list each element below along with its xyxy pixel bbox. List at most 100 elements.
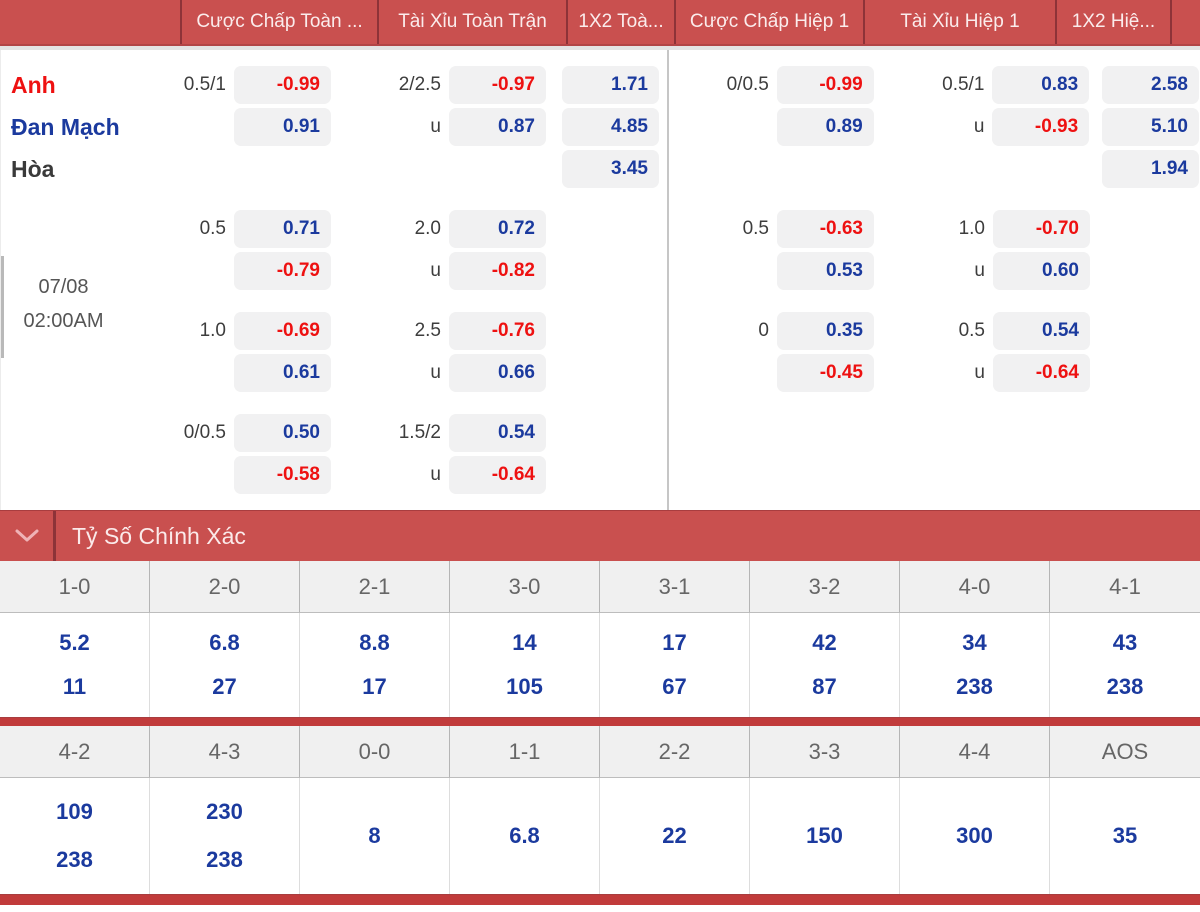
market-column-header xyxy=(1170,0,1200,44)
team-home: Anh xyxy=(11,72,56,98)
odds-cell[interactable]: 3.45 xyxy=(562,150,659,188)
odds-cell[interactable]: -0.76 xyxy=(449,312,546,350)
odds-row: 0.5 0.71 2.0 0.72 xyxy=(166,210,667,248)
odds-cell[interactable]: 0.83 xyxy=(992,66,1090,104)
score-odds-cell[interactable]: 300 xyxy=(900,778,1050,894)
odds-cell[interactable]: 0.72 xyxy=(449,210,546,248)
odds-cell[interactable]: 0.66 xyxy=(449,354,546,392)
market-column-header-ou-ft[interactable]: Tài Xỉu Toàn Trận xyxy=(377,0,566,44)
correct-score-table-2: 4-2 4-3 0-0 1-1 2-2 3-3 4-4 AOS 109 238 2… xyxy=(0,726,1200,894)
market-column-header-ou-h1[interactable]: Tài Xỉu Hiệp 1 xyxy=(863,0,1055,44)
odds-cell[interactable]: -0.63 xyxy=(777,210,874,248)
score-label: 3-0 xyxy=(450,561,600,613)
score-odds-cell[interactable]: 35 xyxy=(1050,778,1200,894)
odds-table: Anh Đan Mạch Hòa 07/08 02:00AM 0.5/1 -0.… xyxy=(0,50,1200,510)
odds-cell[interactable]: 0.53 xyxy=(777,252,874,290)
collapse-toggle[interactable] xyxy=(0,511,56,561)
odds-group: 0 0.35 0.5 0.54 -0.45 u -0.64 xyxy=(709,312,1199,392)
score-label: 3-3 xyxy=(750,726,900,778)
odds-cell[interactable]: 4.85 xyxy=(562,108,659,146)
odds-cell[interactable]: 0.71 xyxy=(234,210,331,248)
handicap-label: 0/0.5 xyxy=(726,74,769,95)
correct-score-header-bar[interactable]: Tỷ Số Chính Xác xyxy=(0,510,1200,561)
score-label: 2-2 xyxy=(600,726,750,778)
odds-cell[interactable]: 0.89 xyxy=(776,108,874,146)
odds-cell[interactable]: -0.70 xyxy=(993,210,1090,248)
score-odds-cell[interactable]: 150 xyxy=(750,778,900,894)
market-header-bar: Cược Chấp Toàn ... Tài Xỉu Toàn Trận 1X2… xyxy=(0,0,1200,46)
ou-label: 2.0 xyxy=(414,218,441,239)
score-odds-cell[interactable]: 14 105 xyxy=(450,613,600,717)
score-odds-cell[interactable]: 6.8 xyxy=(450,778,600,894)
odds-cell[interactable]: 0.54 xyxy=(993,312,1090,350)
score-odds-cell[interactable]: 230 238 xyxy=(150,778,300,894)
scrollbar-thumb[interactable] xyxy=(1,256,4,358)
score-odds-cell[interactable]: 17 67 xyxy=(600,613,750,717)
market-column-header-1x2-h1[interactable]: 1X2 Hiệ... xyxy=(1055,0,1170,44)
odds-row: 1.94 xyxy=(709,150,1199,188)
odds-cell[interactable]: -0.82 xyxy=(449,252,546,290)
ou-label: u xyxy=(430,116,441,137)
score-odds-cell[interactable]: 34 238 xyxy=(900,613,1050,717)
odds-cell[interactable]: -0.64 xyxy=(993,354,1090,392)
score-odds-cell[interactable]: 6.8 27 xyxy=(150,613,300,717)
odds-cell[interactable]: -0.99 xyxy=(776,66,874,104)
handicap-label: 0.5 xyxy=(742,218,769,239)
ou-label: u xyxy=(974,260,985,281)
score-odds-cell[interactable]: 22 xyxy=(600,778,750,894)
score-odds-cell[interactable]: 42 87 xyxy=(750,613,900,717)
odds-cell[interactable]: 2.58 xyxy=(1102,66,1199,104)
odds-cell[interactable]: 1.94 xyxy=(1102,150,1199,188)
score-odds-cell[interactable]: 43 238 xyxy=(1050,613,1200,717)
odds-cell[interactable]: 0.60 xyxy=(993,252,1090,290)
odds-cell[interactable]: -0.69 xyxy=(234,312,331,350)
score-label: 3-1 xyxy=(600,561,750,613)
odds-cell[interactable]: 5.10 xyxy=(1102,108,1199,146)
score-label: 2-1 xyxy=(300,561,450,613)
score-odds-cell[interactable]: 109 238 xyxy=(0,778,150,894)
score-odds-cell[interactable]: 8.8 17 xyxy=(300,613,450,717)
score-odds-cell[interactable]: 5.2 11 xyxy=(0,613,150,717)
odds-cell[interactable]: 0.50 xyxy=(234,414,331,452)
odds-cell[interactable]: -0.58 xyxy=(234,456,331,494)
odds-cell[interactable]: -0.79 xyxy=(234,252,331,290)
handicap-label: 0.5 xyxy=(199,218,226,239)
score-odds-cell[interactable]: 8 xyxy=(300,778,450,894)
handicap-label: 0/0.5 xyxy=(183,422,226,443)
handicap-label: 1.0 xyxy=(199,320,226,341)
ou-label: 2.5 xyxy=(414,320,441,341)
chevron-down-icon xyxy=(15,529,38,542)
odds-row: -0.45 u -0.64 xyxy=(709,354,1199,392)
odds-group: 1.0 -0.69 2.5 -0.76 0.61 u 0.66 xyxy=(166,312,667,392)
ou-label: 1.5/2 xyxy=(398,422,441,443)
odds-cell[interactable]: 0.91 xyxy=(234,108,331,146)
odds-cell[interactable]: -0.99 xyxy=(234,66,331,104)
odds-cell[interactable]: -0.93 xyxy=(992,108,1090,146)
odds-cell[interactable]: -0.45 xyxy=(777,354,874,392)
odds-row: -0.79 u -0.82 xyxy=(166,252,667,290)
correct-score-table-1: 1-0 2-0 2-1 3-0 3-1 3-2 4-0 4-1 5.2 11 6.… xyxy=(0,561,1200,717)
score-label: 3-2 xyxy=(750,561,900,613)
odds-row: 0.5/1 -0.99 2/2.5 -0.97 1.71 xyxy=(166,66,667,104)
odds-cell[interactable]: 0.35 xyxy=(777,312,874,350)
market-column-header-handicap-ft[interactable]: Cược Chấp Toàn ... xyxy=(180,0,377,44)
spacer xyxy=(709,169,1089,170)
odds-cell[interactable]: 0.54 xyxy=(449,414,546,452)
header-divider xyxy=(0,46,1200,50)
odds-cell[interactable]: 1.71 xyxy=(562,66,659,104)
score-label: 2-0 xyxy=(150,561,300,613)
odds-cell[interactable]: 0.61 xyxy=(234,354,331,392)
odds-cell[interactable]: -0.97 xyxy=(449,66,546,104)
ou-label: u xyxy=(973,116,985,137)
odds-row: 0.53 u 0.60 xyxy=(709,252,1199,290)
odds-cell[interactable]: -0.64 xyxy=(449,456,546,494)
odds-cell[interactable]: 0.87 xyxy=(449,108,546,146)
market-column-header-handicap-h1[interactable]: Cược Chấp Hiệp 1 xyxy=(674,0,863,44)
spacer xyxy=(166,169,546,170)
odds-group: 0/0.5 0.50 1.5/2 0.54 -0.58 u -0.64 xyxy=(166,414,667,494)
score-label: 4-2 xyxy=(0,726,150,778)
market-column-header xyxy=(0,0,180,44)
ou-label: u xyxy=(430,362,441,383)
market-column-header-1x2-ft[interactable]: 1X2 Toà... xyxy=(566,0,674,44)
score-label: 4-3 xyxy=(150,726,300,778)
